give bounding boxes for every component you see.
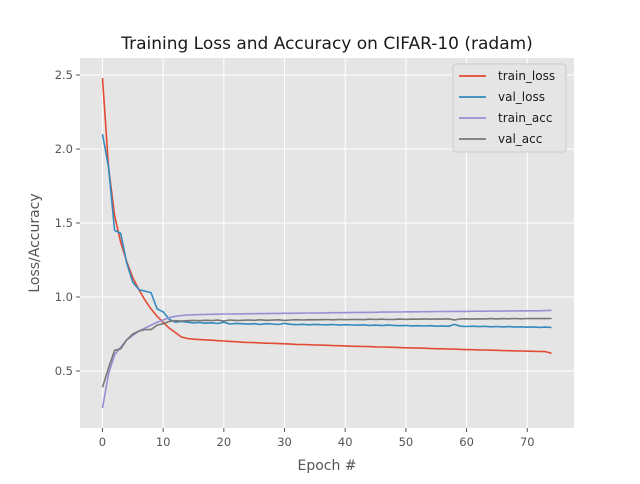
- legend-box: [452, 63, 567, 153]
- legend-label: val_acc: [498, 132, 542, 146]
- series-line-val-loss: [101, 134, 552, 329]
- series-line-val-acc: [101, 317, 552, 388]
- x-axis-label: Epoch #: [297, 458, 356, 474]
- series-line-train-loss: [101, 77, 552, 355]
- legend-label: train_acc: [498, 111, 552, 125]
- y-tick-label: 2.5: [55, 68, 73, 82]
- x-tick-label: 20: [217, 435, 232, 449]
- legend-label: train_loss: [498, 69, 555, 83]
- x-tick-label: 0: [99, 435, 106, 449]
- x-tick-label: 30: [277, 435, 292, 449]
- y-tick-label: 2.0: [55, 142, 73, 156]
- y-tick-label: 1.0: [55, 290, 73, 304]
- grid: [80, 58, 574, 428]
- x-tick-label: 40: [338, 435, 353, 449]
- chart-title: Training Loss and Accuracy on CIFAR-10 (…: [120, 34, 533, 54]
- y-tick-label: 0.5: [55, 364, 73, 378]
- legend-label: val_loss: [498, 90, 545, 104]
- axis-ticks: 0 10 20 30 40 50 60 70 0.5 1.0 1.5 2.0 2.5: [55, 68, 535, 449]
- x-tick-label: 60: [459, 435, 474, 449]
- legend: train_loss val_loss train_acc val_acc: [452, 63, 567, 153]
- x-tick-label: 70: [520, 435, 535, 449]
- series-line-train-acc: [101, 309, 552, 409]
- x-tick-label: 50: [399, 435, 414, 449]
- y-tick-label: 1.5: [55, 216, 73, 230]
- series-group: [101, 77, 552, 409]
- y-axis-label: Loss/Accuracy: [27, 193, 43, 292]
- x-tick-label: 10: [156, 435, 171, 449]
